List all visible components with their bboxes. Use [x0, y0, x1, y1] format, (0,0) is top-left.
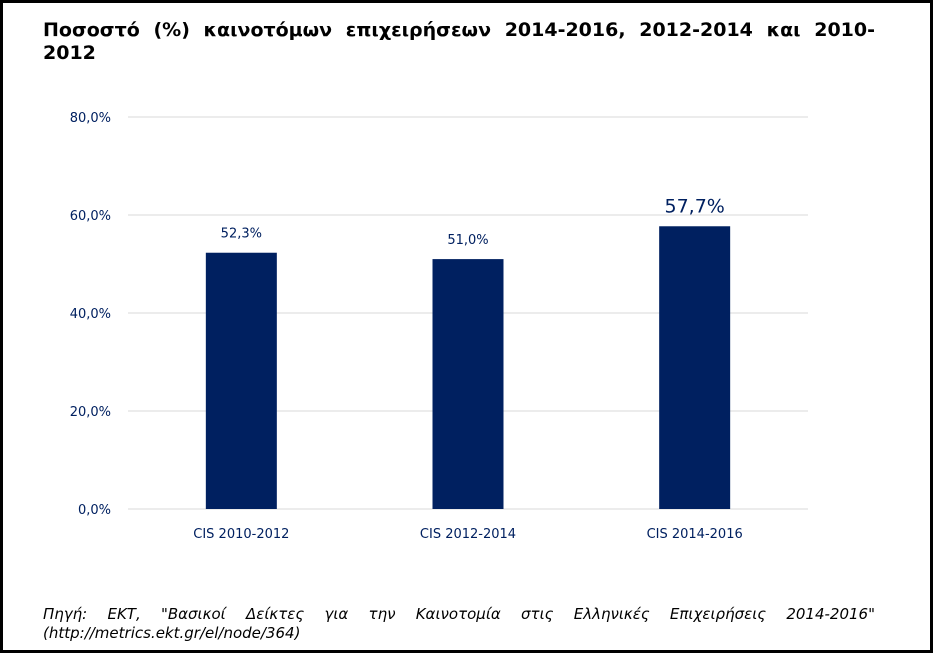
bar-chart: 0,0% 20,0% 40,0% 60,0% 80,0% 52,3% 51,0% 57,7%… — [70, 111, 808, 542]
y-axis-ticks: 0,0% 20,0% 40,0% 60,0% 80,0% — [70, 111, 111, 518]
bar — [432, 259, 504, 509]
x-axis-ticks: CIS 2010-2012 CIS 2012-2014 CIS 2014-2016 — [193, 527, 742, 542]
data-labels: 52,3% 51,0% 57,7% — [221, 195, 725, 248]
y-tick-label: 60,0% — [70, 209, 111, 224]
y-tick-label: 40,0% — [70, 307, 111, 322]
data-label: 51,0% — [447, 233, 488, 248]
y-tick-label: 80,0% — [70, 111, 111, 126]
bar — [205, 252, 277, 510]
bars — [205, 226, 731, 510]
x-tick-label: CIS 2014-2016 — [647, 527, 743, 542]
x-tick-label: CIS 2010-2012 — [193, 527, 289, 542]
bar — [659, 226, 731, 509]
source-note: Πηγή: ΕΚΤ, "Βασικοί Δείκτες για την Καιν… — [43, 605, 875, 642]
data-label: 57,7% — [664, 195, 724, 217]
y-tick-label: 0,0% — [78, 503, 111, 518]
data-label: 52,3% — [221, 227, 262, 242]
chart-title: Ποσοστό (%) καινοτόμων επιχειρήσεων 2014… — [43, 19, 875, 64]
y-tick-label: 20,0% — [70, 405, 111, 420]
x-tick-label: CIS 2012-2014 — [420, 527, 516, 542]
